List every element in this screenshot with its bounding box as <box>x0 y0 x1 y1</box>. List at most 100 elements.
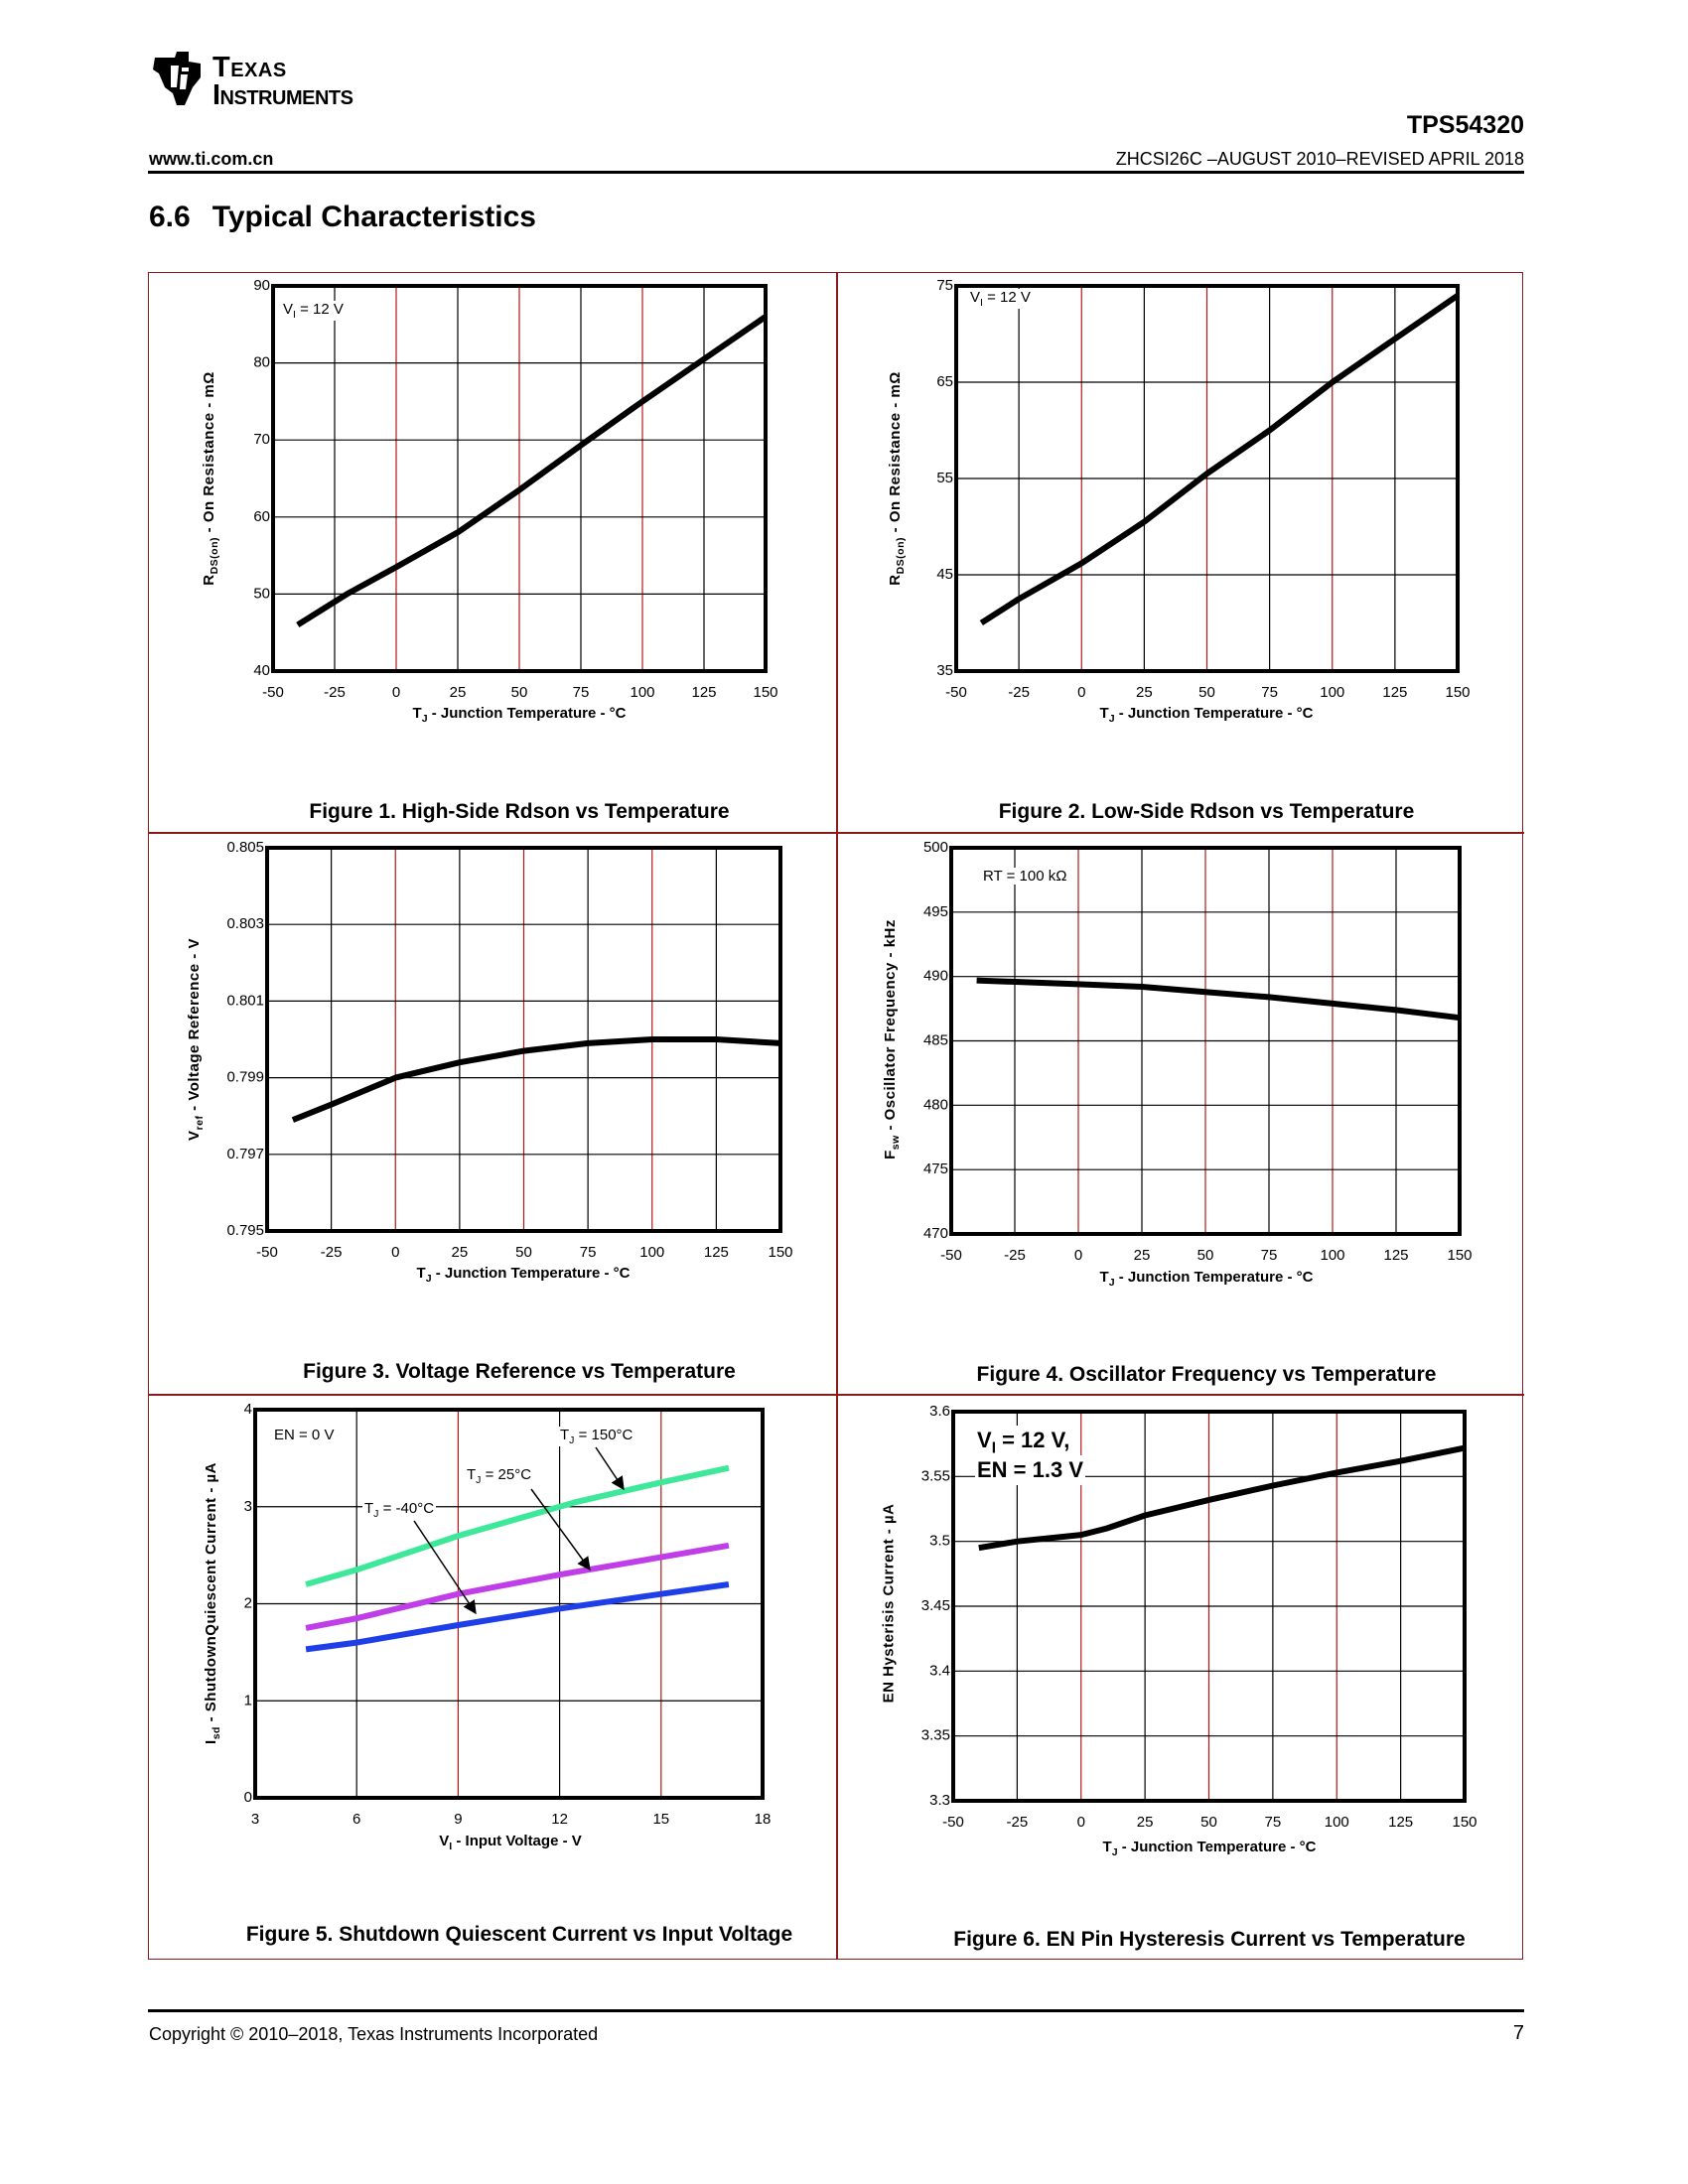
y-tick-label: 3 <box>244 1498 252 1515</box>
document-id: ZHCSI26C –AUGUST 2010–REVISED APRIL 2018 <box>1115 149 1524 169</box>
logo-text-instruments: Instruments <box>212 79 353 111</box>
x-tick-label: 50 <box>515 1244 532 1261</box>
chart-annotation-rest: = 150°C <box>574 1427 633 1443</box>
chart-annotation-rest: = -40°C <box>378 1500 435 1517</box>
x-axis-label-sub: J <box>421 713 428 725</box>
y-tick-label: 3.5 <box>929 1533 950 1550</box>
logo-text-texas: Texas <box>212 52 287 83</box>
y-axis-label-rest: - On Resistance - mΩ <box>887 371 904 537</box>
x-tick-label: 25 <box>450 684 467 701</box>
page-number: 7 <box>1512 2022 1524 2044</box>
x-axis-label: TJ - Junction Temperature - °C <box>1103 1839 1317 1858</box>
y-tick-label: 80 <box>253 354 270 371</box>
series-line <box>305 1464 730 1587</box>
x-axis-label-main: V <box>439 1833 450 1849</box>
y-tick-label: 475 <box>923 1160 948 1177</box>
x-tick-label: 125 <box>1382 684 1407 701</box>
y-tick-label: 4 <box>244 1401 252 1418</box>
x-tick-label: 100 <box>1325 1814 1349 1831</box>
series-line <box>291 1036 781 1123</box>
x-tick-label: 100 <box>1320 684 1344 701</box>
annotation-arrow <box>413 1520 477 1615</box>
chart-2: -50 -25 0 25 50 75 100 125 150 35 45 55 65 75 <box>936 277 1470 701</box>
x-tick-label: 25 <box>452 1244 469 1261</box>
y-tick-label: 470 <box>923 1225 948 1242</box>
x-tick-label: 100 <box>1320 1247 1344 1264</box>
y-axis-label-sub: sd <box>211 1726 222 1740</box>
x-axis-label-rest: - Input Voltage - V <box>452 1833 582 1849</box>
x-tick-label: 75 <box>1261 684 1278 701</box>
website-link[interactable]: www.ti.com.cn <box>149 149 274 169</box>
x-tick-label: 150 <box>1447 1247 1472 1264</box>
x-tick-label: -25 <box>324 684 346 701</box>
y-axis-label: RDS(on) - On Resistance - mΩ <box>201 371 220 586</box>
figure-title: Figure 6. EN Pin Hysteresis Current vs T… <box>953 1928 1466 1951</box>
x-tick-label: 150 <box>1445 684 1470 701</box>
x-axis-label-main: T <box>412 705 422 722</box>
chart-annotation-sub: J <box>476 1474 482 1486</box>
chart-annotation-main: T <box>467 1466 477 1483</box>
chart-annotation: TJ = 25°C <box>465 1466 534 1486</box>
y-tick-label: 0.795 <box>226 1222 264 1239</box>
chart-annotation: VI = 12 V <box>281 301 346 321</box>
x-axis-label: TJ - Junction Temperature - °C <box>1100 705 1314 725</box>
chart-3: -50 -25 0 25 50 75 100 125 150 0.795 0.797 0.799 0.8… <box>226 839 792 1261</box>
y-axis-label-main: R <box>887 574 904 586</box>
x-tick-label: 0 <box>1077 1814 1085 1831</box>
chart-annotation-main: EN = 0 V <box>274 1427 335 1443</box>
y-axis-label-main: V <box>186 1130 203 1141</box>
chart-annotation-sub: I <box>980 297 983 309</box>
chart-annotation: EN = 0 V <box>272 1427 337 1443</box>
y-tick-label: 3.45 <box>921 1597 950 1614</box>
chart-annotation-sub: J <box>373 1508 379 1520</box>
x-tick-label: -50 <box>945 684 967 701</box>
x-tick-label: 50 <box>1197 1247 1214 1264</box>
x-axis-label-main: T <box>1102 1839 1112 1855</box>
y-axis-label-sub: sw <box>890 1135 902 1151</box>
x-tick-label: 0 <box>391 1244 399 1261</box>
x-tick-label: 150 <box>753 684 777 701</box>
y-axis-label-main: F <box>882 1150 899 1160</box>
column-divider <box>836 272 838 1960</box>
chart-annotation-rest: = 25°C <box>481 1466 532 1483</box>
ti-logo: Texas Instruments <box>149 48 407 111</box>
y-tick-label: 0.797 <box>226 1146 264 1162</box>
y-tick-label: 3.4 <box>929 1662 950 1679</box>
y-tick-label: 2 <box>244 1595 252 1612</box>
y-tick-label: 45 <box>936 566 953 583</box>
x-tick-label: 6 <box>352 1811 360 1828</box>
chart-1: -50 -25 0 25 50 75 100 125 150 40 50 60 70 80 90 <box>253 277 777 701</box>
y-tick-label: 35 <box>936 662 953 679</box>
x-tick-label: -50 <box>262 684 284 701</box>
y-axis-label-rest: - ShutdownQuiescent Current - µA <box>203 1462 219 1727</box>
chart-annotation: EN = 1.3 V <box>975 1455 1086 1485</box>
x-tick-label: -50 <box>940 1247 962 1264</box>
plot-frame <box>951 1410 1467 1803</box>
series-line <box>978 1444 1466 1552</box>
x-axis-label-rest: - Junction Temperature - °C <box>1114 705 1314 722</box>
x-tick-label: 125 <box>704 1244 729 1261</box>
y-tick-label: 0.801 <box>226 992 264 1009</box>
x-tick-label: -25 <box>1008 684 1030 701</box>
x-axis-label-main: T <box>1099 705 1109 722</box>
figure-title: Figure 4. Oscillator Frequency vs Temper… <box>976 1363 1437 1386</box>
y-axis-label: EN Hysterisis Current - µA <box>881 1504 898 1704</box>
chart-annotation-sub: I <box>293 309 296 321</box>
figure-title: Figure 2. Low-Side Rdson vs Temperature <box>998 800 1415 823</box>
x-tick-label: -25 <box>1004 1247 1026 1264</box>
chart-annotation-rest: = 12 V <box>982 289 1031 306</box>
section-number: 6.6 <box>149 201 191 233</box>
y-tick-label: 40 <box>253 662 270 679</box>
footer-rule <box>148 2009 1524 2012</box>
chart-annotation-rest: = 12 V, <box>995 1428 1070 1452</box>
x-tick-label: 0 <box>392 684 400 701</box>
y-tick-label: 3.55 <box>921 1467 950 1484</box>
figure-title: Figure 5. Shutdown Quiescent Current vs … <box>245 1923 793 1946</box>
chart-annotation-main: RT = 100 kΩ <box>983 868 1067 885</box>
x-tick-label: 50 <box>511 684 528 701</box>
y-axis-label-main: I <box>203 1739 219 1744</box>
y-axis-label-rest: - Oscillator Frequency - kHz <box>882 919 899 1136</box>
y-tick-label: 60 <box>253 508 270 525</box>
series-line <box>976 977 1461 1022</box>
x-tick-label: 125 <box>1383 1247 1408 1264</box>
